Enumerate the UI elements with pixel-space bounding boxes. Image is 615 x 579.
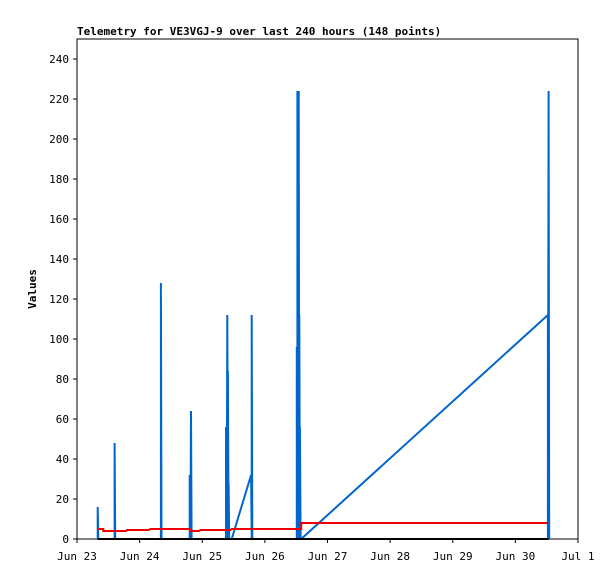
x-tick-label: Jun 25: [182, 550, 222, 563]
y-tick-label: 200: [49, 133, 69, 146]
plot-frame: [76, 38, 579, 540]
x-tick-label: Jul 1: [561, 550, 594, 563]
x-tick-label: Jun 29: [433, 550, 473, 563]
y-tick-label: 60: [56, 413, 69, 426]
chart-title: Telemetry for VE3VGJ-9 over last 240 hou…: [77, 25, 441, 38]
series-line-0: [96, 90, 551, 540]
x-tick-label: Jun 23: [57, 550, 97, 563]
y-tick-label: 180: [49, 173, 69, 186]
y-tick-label: 240: [49, 53, 69, 66]
x-tick-label: Jun 26: [245, 550, 285, 563]
y-tick-label: 140: [49, 253, 69, 266]
x-tick-label: Jun 27: [308, 550, 348, 563]
x-tick-label: Jun 30: [496, 550, 536, 563]
series-line-1: [97, 522, 548, 532]
y-tick-label: 0: [62, 533, 69, 546]
x-tick-label: Jun 24: [120, 550, 160, 563]
y-tick-label: 220: [49, 93, 69, 106]
series-layer: [96, 90, 551, 540]
y-axis-ticks: 0 20 40 60 80 100 120 140 160 180 200 220 240: [49, 53, 77, 546]
y-tick-label: 160: [49, 213, 69, 226]
x-tick-label: Jun 28: [370, 550, 410, 563]
y-tick-label: 80: [56, 373, 69, 386]
y-tick-label: 100: [49, 333, 69, 346]
y-tick-label: 40: [56, 453, 69, 466]
y-tick-label: 120: [49, 293, 69, 306]
y-tick-label: 20: [56, 493, 69, 506]
y-axis-label: Values: [26, 269, 39, 309]
x-axis-ticks: Jun 23 Jun 24 Jun 25 Jun 26 Jun 27 Jun 28 Jun …: [57, 539, 595, 563]
